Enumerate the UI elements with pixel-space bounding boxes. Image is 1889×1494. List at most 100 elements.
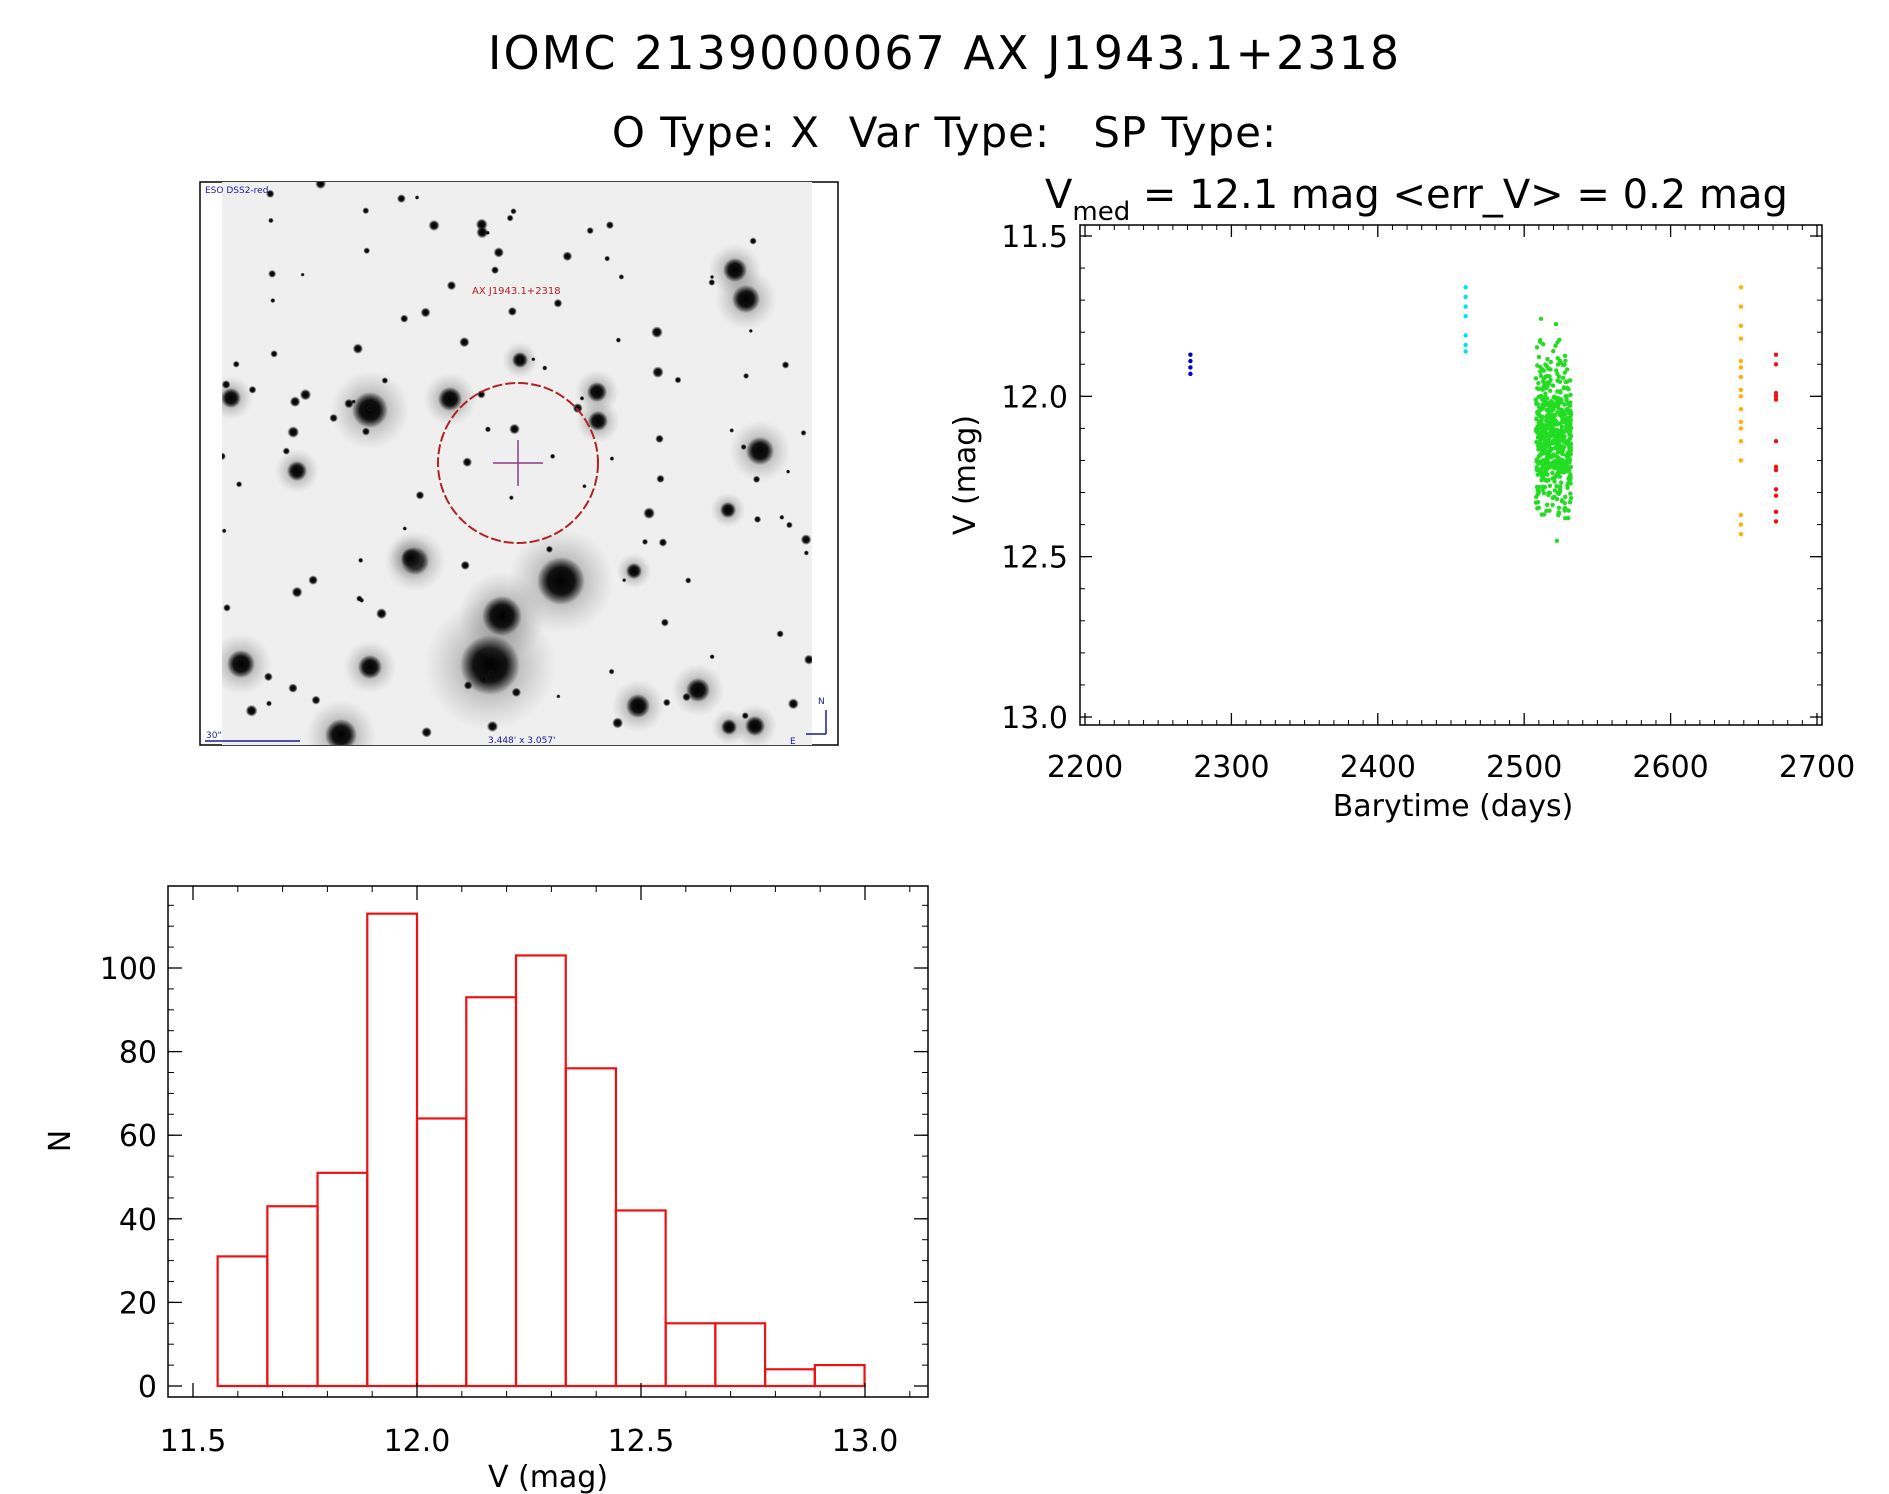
lightcurve-point xyxy=(1546,490,1551,495)
star xyxy=(542,365,548,371)
histogram-axes-frame xyxy=(167,885,929,1398)
lightcurve-point xyxy=(1556,439,1562,445)
star xyxy=(356,595,363,602)
star xyxy=(266,189,275,198)
lightcurve-point xyxy=(1540,462,1545,467)
star xyxy=(776,630,784,638)
lightcurve-point xyxy=(1738,285,1744,290)
lightcurve-point xyxy=(1555,371,1560,377)
lightcurve-point xyxy=(1541,427,1546,433)
histogram-panel: 11.5 12.0 12.5 13.0 0 20 40 60 80 100 V (mag) N xyxy=(43,885,929,1494)
star xyxy=(709,274,715,280)
star xyxy=(493,247,504,258)
lightcurve-point xyxy=(1543,399,1548,405)
histogram-bar xyxy=(813,1363,866,1388)
star xyxy=(486,720,499,733)
x-tick-label: 2200 xyxy=(1047,750,1123,785)
lightcurve-point xyxy=(1563,379,1568,385)
lightcurve-point xyxy=(1773,464,1779,470)
star-field xyxy=(222,182,812,745)
lightcurve-ylabel: V (mag) xyxy=(948,415,983,535)
lightcurve-point xyxy=(1534,494,1539,500)
lightcurve-point xyxy=(1773,519,1779,524)
star xyxy=(227,650,255,678)
lightcurve-point xyxy=(1554,483,1559,489)
star xyxy=(270,297,276,304)
lightcurve-point xyxy=(1547,508,1552,513)
lightcurve-point xyxy=(1555,356,1560,361)
star xyxy=(708,279,716,286)
lightcurve-point xyxy=(1555,362,1561,367)
star xyxy=(662,698,671,707)
star xyxy=(428,219,440,231)
lightcurve-point xyxy=(1534,467,1539,473)
star xyxy=(287,461,307,481)
star xyxy=(463,681,473,690)
lightcurve-point xyxy=(1567,500,1573,505)
lightcurve-point xyxy=(1559,465,1565,470)
star xyxy=(351,399,356,404)
lightcurve-point xyxy=(1560,419,1565,424)
lightcurve-point xyxy=(1738,336,1744,341)
lightcurve-point xyxy=(1558,445,1564,451)
lightcurve-point xyxy=(1538,316,1544,321)
lightcurve-point xyxy=(1546,436,1551,442)
lightcurve-point xyxy=(1555,455,1561,460)
star xyxy=(562,251,573,262)
lightcurve-point xyxy=(1188,352,1193,357)
star xyxy=(287,426,300,438)
lightcurve-point xyxy=(1557,400,1563,405)
lightcurve-point xyxy=(1552,440,1558,446)
star xyxy=(315,182,326,190)
lightcurve-point xyxy=(1554,538,1560,544)
lightcurve-point xyxy=(1542,394,1548,399)
lightcurve-point xyxy=(1738,426,1744,431)
lightcurve-point xyxy=(1550,433,1555,439)
histogram-bar xyxy=(714,1322,767,1388)
lightcurve-point xyxy=(1540,436,1545,441)
lightcurve-point xyxy=(1563,494,1568,500)
lightcurve-point xyxy=(1188,365,1193,370)
histogram-ylabel: N xyxy=(43,1130,78,1152)
survey-label: ESO DSS2-red xyxy=(205,186,268,196)
histogram-xlabel: V (mag) xyxy=(488,1460,608,1494)
histogram-bar xyxy=(514,954,567,1388)
star xyxy=(743,372,750,379)
lightcurve-point xyxy=(1534,410,1540,415)
star xyxy=(400,314,409,323)
lightcurve-point xyxy=(1544,462,1549,467)
lightcurve-point xyxy=(1552,479,1557,484)
star xyxy=(787,698,799,710)
lightcurve-point xyxy=(1565,464,1570,470)
error-circle xyxy=(437,382,599,544)
star xyxy=(604,255,611,262)
star xyxy=(553,298,563,308)
star xyxy=(615,337,622,343)
lightcurve-point xyxy=(1555,465,1561,470)
star xyxy=(510,208,517,215)
lightcurve-point xyxy=(1738,439,1744,444)
lightcurve-point xyxy=(1773,394,1779,399)
star xyxy=(651,326,663,338)
lightcurve-point xyxy=(1557,474,1563,479)
lightcurve-point xyxy=(1547,381,1552,386)
star xyxy=(686,678,710,702)
lightcurve-point xyxy=(1463,304,1468,309)
lightcurve-point xyxy=(1538,337,1543,343)
lightcurve-point xyxy=(1534,401,1539,407)
lightcurve-point xyxy=(1545,356,1550,362)
lightcurve-point xyxy=(1558,480,1564,485)
lightcurve-point xyxy=(1556,505,1562,510)
lightcurve-point xyxy=(1738,406,1744,412)
histogram-bar xyxy=(465,996,518,1388)
star xyxy=(656,474,665,483)
lightcurve-point xyxy=(1536,422,1542,427)
lightcurve-point xyxy=(1567,408,1572,414)
page-title: IOMC 2139000067 AX J1943.1+2318 xyxy=(487,26,1402,80)
lightcurve-point xyxy=(1568,491,1573,496)
lightcurve-point xyxy=(1548,359,1554,365)
lightcurve-point xyxy=(1552,417,1557,422)
lightcurve-point xyxy=(1548,409,1554,414)
lightcurve-point xyxy=(1548,377,1553,383)
histogram-bar xyxy=(564,1067,618,1388)
